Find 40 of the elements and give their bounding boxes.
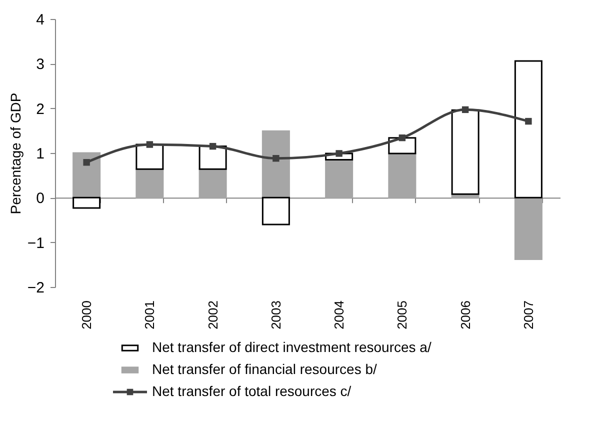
y-tick-label: 3 <box>36 56 44 74</box>
bar <box>136 168 164 198</box>
bar <box>198 146 227 170</box>
bar <box>72 152 101 198</box>
y-tick-label: −1 <box>27 234 44 252</box>
point <box>83 159 90 166</box>
bar <box>72 196 101 209</box>
x-tick-label: 2004 <box>332 300 347 330</box>
x-tick-label: 2006 <box>458 300 473 330</box>
x-tick-label: 2001 <box>142 300 158 330</box>
bar <box>325 158 354 198</box>
point <box>462 106 469 114</box>
x-tick-label: 2007 <box>520 300 536 330</box>
x-tick-label: 2005 <box>394 300 410 330</box>
bar <box>388 152 416 198</box>
point <box>146 141 154 148</box>
point <box>398 134 406 142</box>
bar <box>262 130 290 198</box>
y-axis-title: Percentage of GDP <box>7 92 24 214</box>
legend-label: Net transfer of total resources c/ <box>152 383 352 399</box>
y-tick-label: −2 <box>27 280 44 296</box>
bar <box>514 196 542 260</box>
bar <box>514 60 542 198</box>
point <box>336 150 342 157</box>
x-tick-label: 2003 <box>268 300 284 330</box>
legend-label: Net transfer of financial resources b/ <box>152 361 377 377</box>
x-tick-label: 2002 <box>205 300 220 330</box>
point <box>525 118 532 125</box>
legend-label: Net transfer of direct investment resources a/ <box>152 339 432 355</box>
bar <box>451 109 480 195</box>
point <box>209 142 216 150</box>
y-tick-label: 4 <box>36 12 44 28</box>
bar <box>198 168 227 198</box>
point <box>272 155 280 162</box>
y-tick-label: 0 <box>36 190 44 208</box>
y-tick-label: 1 <box>36 146 44 162</box>
bar <box>136 144 164 170</box>
bar <box>262 196 290 226</box>
y-tick-label: 2 <box>36 100 44 118</box>
x-tick-label: 2000 <box>79 300 94 330</box>
